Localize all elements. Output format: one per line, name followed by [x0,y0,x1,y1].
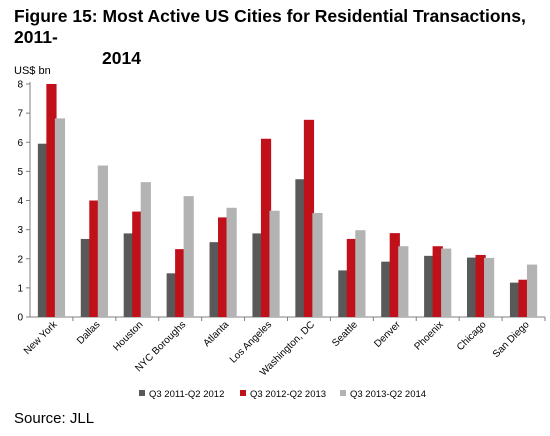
title-line-2: 2014 [102,48,141,68]
figure-title: Figure 15: Most Active US Cities for Res… [14,6,534,69]
y-axis-title: US$ bn [14,65,51,77]
x-tick-label: Dallas [75,319,102,346]
y-tick-label: 5 [17,167,23,178]
bar [398,246,409,317]
x-tick-label: Atlanta [201,319,231,349]
bar [54,118,66,318]
bar [467,257,478,317]
legend-swatch [139,390,145,396]
bar [132,211,143,317]
y-tick-label: 2 [17,254,23,265]
x-tick-label: San Diego [491,319,532,360]
y-tick-label: 0 [17,313,23,324]
bar [424,255,435,317]
bar [441,248,452,317]
bar [97,165,108,317]
source-note: Source: JLL [14,410,95,427]
bar [80,238,91,317]
y-tick-label: 7 [17,109,23,120]
title-line-1: Figure 15: Most Active US Cities for Res… [14,6,526,47]
legend-swatch [240,390,246,396]
bar [432,246,443,317]
x-tick-label: New York [22,319,60,357]
y-tick-label: 1 [17,283,23,294]
bar [509,282,521,317]
bar [346,238,357,317]
bar [166,273,177,317]
bar [475,254,486,317]
bar [46,84,57,317]
bar [389,233,400,317]
bar [260,138,272,317]
bar [175,249,186,317]
legend-label: Q3 2011-Q2 2012 [149,389,224,400]
bar [303,119,315,317]
bar [269,210,280,317]
x-tick-label: Denver [372,319,403,350]
legend-swatch [340,390,346,396]
bar [209,242,220,317]
x-tick-label: Los Angeles [228,319,274,365]
bar [518,279,529,317]
legend-label: Q3 2012-Q2 2013 [250,389,326,400]
x-tick-label: Seattle [330,319,360,349]
y-tick-label: 3 [17,225,23,236]
bar [338,270,349,317]
bar [123,233,134,317]
bar [381,261,392,317]
y-tick-label: 6 [17,138,23,149]
bar [89,200,100,317]
bar [295,179,306,317]
bar [355,230,366,317]
legend-label: Q3 2013-Q2 2014 [350,389,426,400]
bar [252,233,263,317]
bar [37,143,49,317]
bar [218,217,229,317]
x-tick-label: Phoenix [412,319,445,352]
y-tick-label: 8 [17,80,23,91]
bar [484,257,495,317]
y-tick-label: 4 [17,196,23,207]
bar [526,264,538,317]
bar [183,196,194,317]
x-tick-label: Chicago [455,319,489,353]
bar [312,213,323,317]
x-tick-label: Houston [111,319,145,353]
bar [226,207,237,317]
bar [140,182,151,317]
